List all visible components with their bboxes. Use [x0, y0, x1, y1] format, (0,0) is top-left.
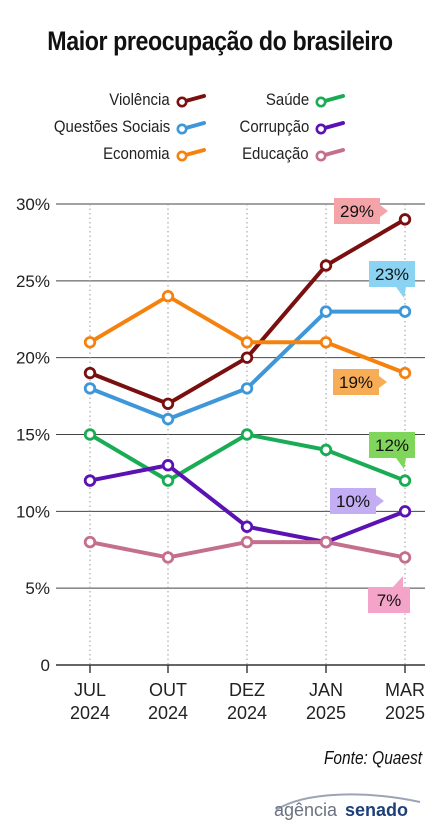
- data-point-violencia: [398, 213, 412, 226]
- legend-label: Violência: [109, 90, 170, 109]
- legend-label: Saúde: [265, 90, 309, 109]
- end-label-economia: 19%: [339, 373, 373, 392]
- data-point-economia: [83, 336, 97, 349]
- data-point-corrupcao: [83, 474, 97, 487]
- data-point-corrupcao: [161, 459, 175, 472]
- y-tick-label: 25%: [16, 272, 50, 291]
- end-label-box-saude: [369, 432, 415, 469]
- data-point-saude: [83, 428, 97, 441]
- legend-item-saude: Saúde: [125, 90, 345, 110]
- end-label-corrupcao: 10%: [336, 492, 370, 511]
- x-tick-label: JAN: [309, 680, 343, 700]
- legend-swatch-violencia: [176, 94, 206, 108]
- x-tick-label: MAR: [385, 680, 425, 700]
- x-tick-label: OUT: [149, 680, 187, 700]
- legend-label: Educação: [242, 144, 309, 163]
- data-point-violencia: [319, 259, 333, 272]
- data-point-questoes-sociais: [319, 305, 333, 318]
- data-point-saude: [161, 474, 175, 487]
- series-line-saude: [88, 432, 407, 483]
- data-point-corrupcao: [240, 520, 254, 533]
- legend-item-educacao: Educação: [125, 144, 345, 164]
- data-point-economia: [240, 336, 254, 349]
- x-tick-label: 2024: [227, 703, 267, 723]
- end-label-questoes-sociais: 23%: [375, 265, 409, 284]
- data-point-corrupcao: [398, 505, 412, 518]
- x-tick-label: JUL: [74, 680, 106, 700]
- x-tick-label: 2025: [306, 703, 346, 723]
- data-point-saude: [398, 474, 412, 487]
- legend-label: Economia: [103, 144, 170, 163]
- legend-item-corrupcao: Corrupção: [125, 117, 345, 137]
- end-label-saude: 12%: [375, 436, 409, 455]
- data-point-questoes-sociais: [240, 382, 254, 395]
- x-tick-label: 2024: [70, 703, 110, 723]
- data-point-saude: [240, 428, 254, 441]
- data-point-violencia: [161, 397, 175, 410]
- data-point-economia: [161, 290, 175, 303]
- legend-label: Questões Sociais: [53, 117, 170, 136]
- data-point-educacao: [161, 551, 175, 564]
- logo-text-senado: senado: [345, 800, 408, 820]
- legend-swatch-saude: [315, 94, 345, 108]
- x-tick-label: 2024: [148, 703, 188, 723]
- chart-title: Maior preocupação do brasileiro: [47, 26, 393, 56]
- data-point-violencia: [240, 351, 254, 364]
- y-tick-label: 5%: [25, 579, 50, 598]
- data-point-educacao: [83, 535, 97, 549]
- end-label-violencia: 29%: [340, 202, 374, 221]
- y-tick-label: 30%: [16, 195, 50, 214]
- data-point-economia: [398, 366, 412, 380]
- x-tick-label: 2025: [385, 703, 425, 723]
- end-label-box-violencia: [334, 198, 388, 224]
- end-label-box-corrupcao: [330, 488, 384, 514]
- legend-swatch-economia: [176, 148, 206, 162]
- data-point-saude: [319, 443, 333, 457]
- y-tick-label: 10%: [16, 502, 50, 521]
- legend-item-violencia: Violência: [0, 90, 206, 110]
- y-tick-label: 15%: [16, 426, 50, 445]
- legend-swatch-questoes-sociais: [176, 121, 206, 135]
- legend-swatch-educacao: [315, 148, 345, 162]
- legend-item-questoes-sociais: Questões Sociais: [0, 117, 206, 137]
- data-point-questoes-sociais: [161, 412, 175, 426]
- data-point-violencia: [83, 366, 97, 380]
- end-label-box-questoes-sociais: [369, 261, 415, 298]
- line-chart: 0 5% 10% 15% 20% 25% 30% JUL 2024 OUT 2024 DEZ 2024 J…: [16, 195, 425, 723]
- end-label-box-economia: [333, 369, 387, 395]
- logo-text-agencia: agência: [274, 800, 338, 820]
- data-point-questoes-sociais: [83, 382, 97, 395]
- legend-item-economia: Economia: [0, 144, 206, 164]
- data-point-educacao: [240, 535, 254, 549]
- end-label-box-educacao: [368, 576, 410, 613]
- y-tick-label: 20%: [16, 349, 50, 368]
- data-point-educacao: [398, 551, 412, 564]
- agencia-senado-logo-mark: agência senado: [274, 793, 421, 820]
- end-label-educacao: 7%: [377, 591, 402, 610]
- data-point-economia: [319, 336, 333, 349]
- data-point-educacao: [319, 535, 333, 549]
- legend-swatch-corrupcao: [315, 121, 345, 135]
- legend-label: Corrupção: [239, 117, 309, 136]
- data-point-questoes-sociais: [398, 305, 412, 318]
- source-note: Fonte: Quaest: [323, 748, 422, 768]
- y-tick-label: 0: [41, 656, 50, 675]
- x-tick-label: DEZ: [229, 680, 265, 700]
